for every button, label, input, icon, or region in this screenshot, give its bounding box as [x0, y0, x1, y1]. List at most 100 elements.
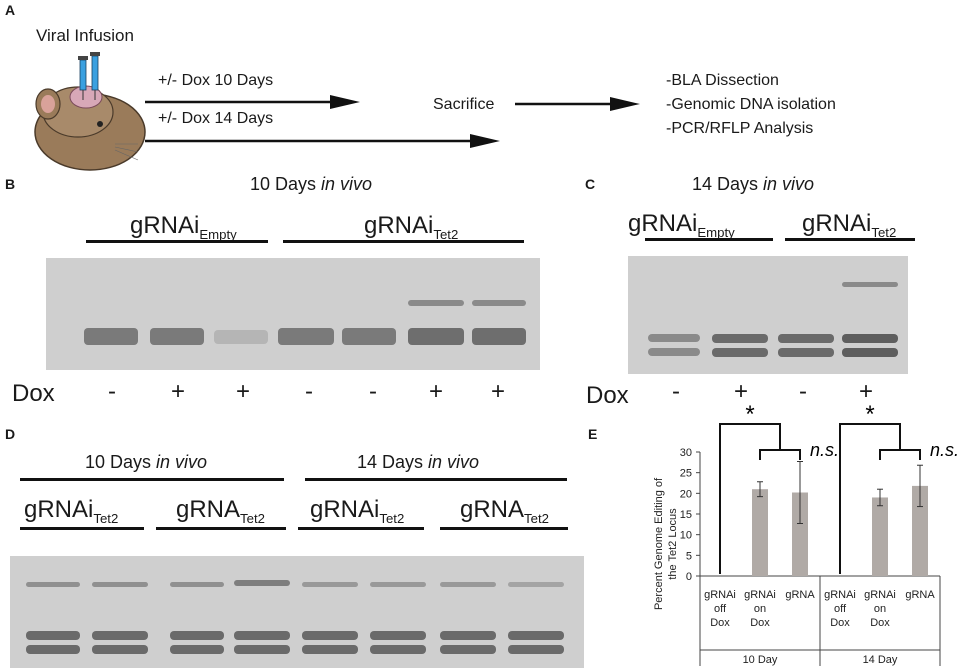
category-label: gRNA [905, 589, 935, 601]
gel-band [440, 631, 496, 640]
gel-band [842, 348, 898, 357]
panel-c-group1-main: gRNAi [628, 210, 698, 237]
panel-d-gel [10, 556, 584, 668]
dox-sign: - [305, 378, 313, 405]
gel-band [472, 300, 526, 306]
panel-d-group2-sub: Tet2 [240, 510, 265, 526]
gel-band [778, 348, 834, 357]
gel-band [408, 300, 464, 306]
panel-b-group2-line [283, 240, 524, 243]
gel-band [648, 334, 700, 342]
gel-band [408, 328, 464, 345]
dox-sign: + [428, 378, 444, 405]
dox-sign: + [733, 378, 749, 405]
panel-d-group3-line [298, 527, 424, 530]
gel-band [712, 334, 768, 343]
panel-d-group3-main: gRNAi [310, 496, 380, 523]
gel-band [370, 645, 426, 654]
gel-band [508, 645, 564, 654]
dox-sign: + [170, 378, 186, 405]
panel-d-left-line [20, 478, 284, 481]
arrow-10-days [145, 95, 360, 109]
gel-band [92, 631, 148, 640]
dox-sign: - [672, 378, 680, 405]
y-tick-label: 20 [680, 488, 692, 500]
panel-d-group4: gRNATet2 [460, 496, 549, 526]
gel-band [170, 645, 224, 654]
gel-band [472, 328, 526, 345]
ns-label: n.s. [810, 440, 839, 460]
panel-d-left-title-main: 10 Days [85, 452, 157, 472]
gel-band [170, 631, 224, 640]
y-tick-label: 30 [680, 447, 692, 459]
panel-b-dox-label: Dox [12, 380, 55, 407]
gel-band [778, 334, 834, 343]
gel-band [370, 582, 426, 587]
panel-b-title-main: 10 Days [250, 174, 322, 194]
sacrifice-label: Sacrifice [433, 96, 495, 113]
step-3: -PCR/RFLP Analysis [666, 120, 814, 137]
panel-b-group1-line [86, 240, 268, 243]
panel-d-group1: gRNAiTet2 [24, 496, 118, 526]
panel-d-group1-line [20, 527, 144, 530]
panel-b-group2: gRNAiTet2 [364, 212, 458, 242]
panel-label-c: C [585, 176, 596, 192]
panel-d-group4-main: gRNA [460, 496, 525, 523]
arrow1-label: +/- Dox 10 Days [158, 72, 274, 89]
panel-b-title-italic: in vivo [321, 174, 373, 194]
panel-c-title-main: 14 Days [692, 174, 764, 194]
dox-sign: + [235, 378, 251, 405]
panel-d-group2-main: gRNA [176, 496, 241, 523]
dox-sign: - [799, 378, 807, 405]
category-label: gRNAi on Dox [744, 589, 776, 629]
category-label: gRNA [785, 589, 815, 601]
significance-star: * [865, 401, 874, 428]
panel-d-group1-main: gRNAi [24, 496, 94, 523]
panel-d-group3: gRNAiTet2 [310, 496, 404, 526]
panel-label-b: B [5, 176, 16, 192]
bar [872, 497, 888, 576]
panel-d-right-title: 14 Days in vivo [357, 452, 479, 473]
gel-band [508, 582, 564, 587]
gel-band [302, 582, 358, 587]
gel-band [26, 645, 80, 654]
panel-b-title: 10 Days in vivo [250, 174, 372, 195]
gel-band [26, 582, 80, 587]
significance-bracket [719, 423, 781, 574]
arrow2-label: +/- Dox 14 Days [158, 110, 274, 127]
panel-c-gel [628, 256, 908, 374]
gel-band [842, 282, 898, 287]
panel-d-right-title-main: 14 Days [357, 452, 429, 472]
bar [792, 492, 808, 576]
panel-c-group1: gRNAiEmpty [628, 210, 735, 240]
bar-chart: 0 5 10 15 20 25 30 Percent Genome Editing of the… [653, 401, 959, 666]
gel-band [440, 582, 496, 587]
dox-sign: + [490, 378, 506, 405]
mouse-illustration [34, 52, 146, 171]
panel-d-group4-sub: Tet2 [524, 510, 549, 526]
panel-b-gel [46, 258, 540, 370]
panel-d-right-title-italic: in vivo [428, 452, 480, 472]
dox-sign: - [369, 378, 377, 405]
step-1: -BLA Dissection [666, 72, 779, 89]
panel-c-title: 14 Days in vivo [692, 174, 814, 195]
panel-c-dox-label: Dox [586, 382, 629, 409]
gel-band [712, 348, 768, 357]
panel-b-group1-main: gRNAi [130, 212, 200, 239]
gel-band [842, 334, 898, 343]
viral-infusion-label: Viral Infusion [36, 26, 134, 45]
significance-star: * [745, 401, 754, 428]
category-label: gRNAi off Dox [824, 589, 856, 629]
category-label: gRNAi on Dox [864, 589, 896, 629]
panel-d-right-line [305, 478, 567, 481]
gel-band [92, 582, 148, 587]
panel-d-group3-sub: Tet2 [379, 510, 405, 526]
panel-d-group2-line [156, 527, 286, 530]
panel-b-group2-main: gRNAi [364, 212, 434, 239]
panel-d-left-title: 10 Days in vivo [85, 452, 207, 473]
gel-band [234, 580, 290, 586]
ns-bracket [759, 449, 801, 460]
panel-label-d: D [5, 426, 16, 442]
panel-label-e: E [588, 426, 598, 442]
ns-label: n.s. [930, 440, 959, 460]
